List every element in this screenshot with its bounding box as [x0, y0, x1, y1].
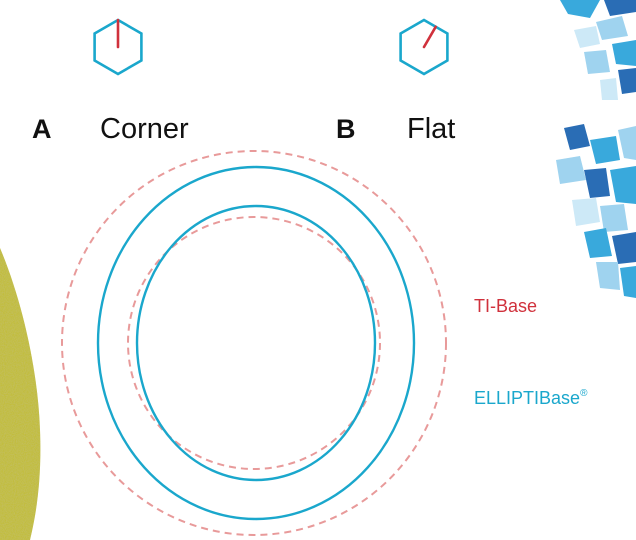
legend-elliptibase-text: ELLIPTIBase: [474, 388, 580, 408]
elliptibase-inner-ellipse: [135, 204, 377, 482]
legend-registered-mark: ®: [580, 388, 588, 399]
elliptibase-outer-ellipse: [96, 165, 416, 521]
label-b-letter: B: [336, 114, 356, 144]
label-corner: Corner: [100, 113, 189, 145]
label-a-letter: A: [32, 114, 52, 144]
left-textured-surface: [0, 248, 41, 540]
label-flat: Flat: [407, 113, 455, 145]
hexagon-corner-icon: [93, 18, 143, 76]
right-fragment-mosaic: [556, 0, 636, 298]
hexagon-flat-icon: [399, 18, 449, 76]
legend-elliptibase: ELLIPTIBase®: [474, 388, 588, 408]
legend-ti-base: TI-Base: [474, 296, 537, 316]
ti-base-outer-circle: [61, 150, 447, 536]
ti-base-inner-circle: [127, 216, 381, 470]
